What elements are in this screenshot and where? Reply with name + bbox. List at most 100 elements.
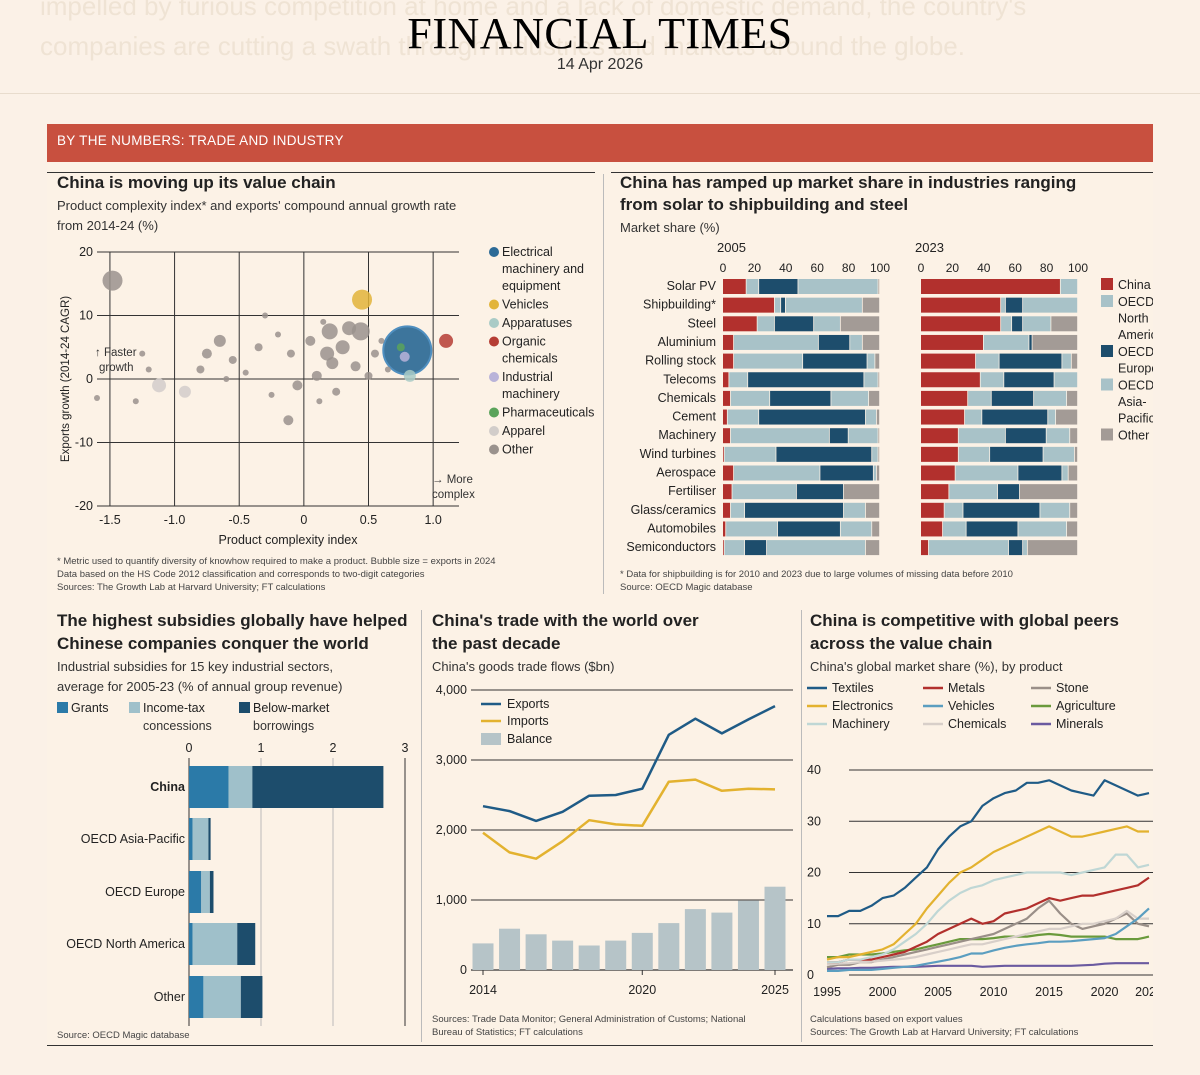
legend-swatch-other [489,444,499,455]
bar-segment-grants [189,976,204,1018]
legend-swatch-apparel [489,426,499,436]
legend-label: Agriculture [1056,699,1116,713]
scatter-point-vehicles [352,289,373,310]
bar-segment-china [723,465,734,481]
scatter-point-other [145,366,152,373]
legend-label: Vehicles [948,699,995,713]
bar-segment-grants [189,766,229,808]
bar-segment-oecd_ap [872,446,878,462]
bar-segment-oecd_eu [781,297,785,313]
bar-segment-oecd_ap [848,428,878,444]
legend-label: Chemicals [948,717,1006,731]
bar-segment-oecd_eu [770,390,831,406]
balance-bar [658,923,680,970]
x-tick-label: 2015 [1035,985,1063,999]
bar-segment-share_other [1067,390,1078,406]
publication-title[interactable]: FINANCIAL TIMES [407,9,793,58]
y-tick-label: 20 [807,866,821,880]
bar-segment-oecd_eu [999,353,1062,369]
bar-segment-oecd_eu [759,409,866,425]
bar-segment-oecd_na [975,353,999,369]
bar-segment-oecd_na [1001,316,1012,332]
bar-segment-oecd_na [726,521,778,537]
x-tick-label: 80 [1040,261,1054,275]
value-chain-scatter-chart: -1.5 -1.0 -0.5 0 0.5 1.0 20 10 0 -10 -20 Product co… [60,245,594,547]
legend-label: machinery and [502,262,584,276]
bar-segment-china [723,428,731,444]
series-line-vehicles [827,907,1150,972]
bar-segment-oecd_eu [997,484,1020,500]
annotation-faster-growth: ↑ Faster [95,347,137,359]
scatter-point-other [384,366,391,373]
bar-segment-oecd_eu [744,540,767,556]
y-tick-label: 10 [79,309,93,323]
bar-segment-china [723,502,731,518]
panel-1-sources: Sources: The Growth Lab at Harvard Unive… [57,582,326,593]
legend-swatch-grants [57,702,68,713]
balance-bar [605,940,627,970]
legend-swatch-industrial [489,372,499,382]
x-tick-label: 1.0 [424,513,441,527]
bar-segment-share_other [843,484,880,500]
bar-segment-oecd_na [968,390,991,406]
scatter-point-other [320,318,327,325]
balance-bar [684,909,706,970]
bar-segment-share_other [1070,502,1078,518]
legend-swatch-incometax [129,702,140,713]
bar-segment-china [723,353,734,369]
series-line-machinery [827,853,1150,964]
x-tick-label: -1.0 [164,513,186,527]
bar-segment-oecd_na [964,409,982,425]
scatter-point-other [311,370,322,381]
bar-segment-oecd_eu [982,409,1048,425]
x-tick-label: 60 [811,261,825,275]
bar-segment-oecd_na [733,465,820,481]
bar-segment-grants [189,871,202,913]
bar-segment-oecd_ap [864,372,878,388]
category-label: Aluminium [658,335,716,349]
market-share-lines-chart: 4030201001995200020052010201520202024Tex… [807,681,1153,999]
annotation-more-complex: complex [432,489,475,501]
scatter-point-other [326,357,339,370]
panel-3-title-line1: The highest subsidies globally have help… [57,611,408,630]
bar-segment-oecd_eu [1012,316,1023,332]
y-tick-label: 0 [460,963,467,977]
series-line-agriculture [827,932,1150,959]
category-label: Other [154,990,185,1004]
legend-swatch-apparatuses [489,318,499,328]
x-tick-label: 80 [842,261,856,275]
category-label: Automobiles [647,521,716,535]
x-axis-label: Product complexity index [219,533,359,547]
series-line-metals [827,876,1150,964]
panel-5-subtitle: China's global market share (%), by prod… [810,659,1063,674]
bar-segment-oecd_na [727,409,759,425]
scatter-point-other [242,369,249,376]
bar-segment-oecd_ap [840,521,872,537]
bar-segment-china [921,502,944,518]
bar-segment-oecd_ap [1062,465,1068,481]
scatter-point-other [268,391,275,398]
bar-segment-share_other [878,446,880,462]
bar-segment-share_other [876,409,880,425]
legend-swatch-oecd_na [1101,295,1113,307]
series-line-minerals [826,962,1149,970]
bar-segment-oecd_eu [991,390,1034,406]
legend-label: machinery [502,387,560,401]
panel-4-sources-line2: Bureau of Statistics; FT calculations [432,1027,583,1038]
x-tick-label: 3 [402,741,409,755]
legend-label: America [1118,328,1153,342]
y-axis-label: Exports growth (2014-24 CAGR) [60,296,72,462]
publication-date: 14 Apr 2026 [556,56,644,73]
bar-segment-oecd_eu [990,446,1043,462]
bar-segment-oecd_na [1001,297,1005,313]
bar-segment-oecd_eu [1005,297,1023,313]
x-tick-label: -1.5 [99,513,121,527]
legend-swatch-pharma [489,407,499,418]
bottom-column-divider-2 [801,610,802,1042]
bar-segment-china [921,297,1001,313]
legend-swatch-oecd_eu [1101,345,1113,357]
legend-label: Below-market [253,701,330,715]
bar-segment-oecd_na [949,484,998,500]
legend-label: concessions [143,719,212,733]
scatter-point-apparel [178,385,191,398]
